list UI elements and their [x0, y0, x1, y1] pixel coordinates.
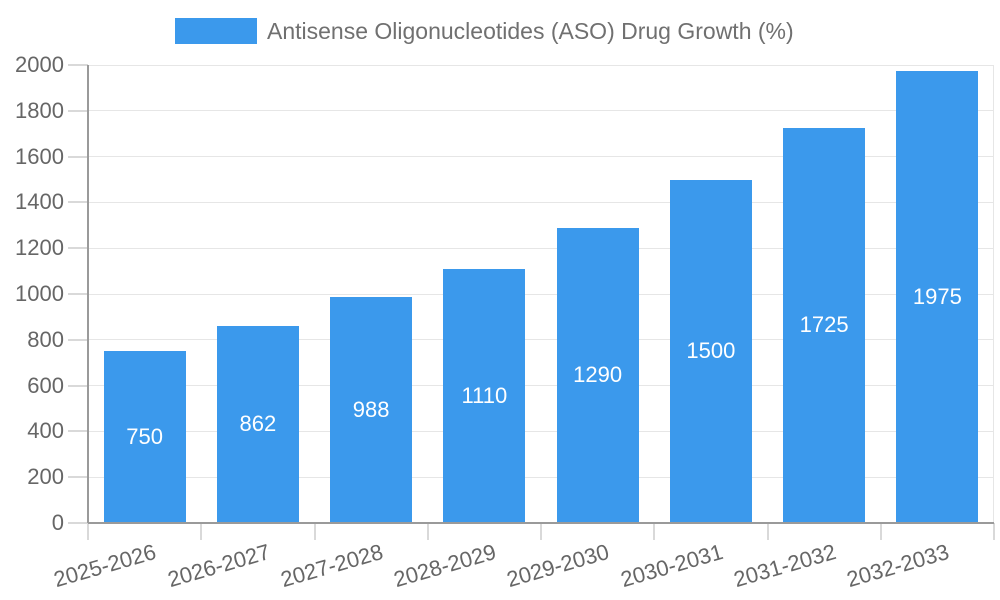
- y-axis-tick: [68, 430, 88, 433]
- y-axis-tick: [68, 384, 88, 387]
- gridline: [88, 385, 994, 387]
- gridline: [88, 293, 994, 295]
- bar[interactable]: 1290: [556, 227, 639, 523]
- gridline: [88, 339, 994, 341]
- y-axis-tick: [68, 201, 88, 204]
- y-axis-tick-label: 1400: [15, 189, 64, 215]
- gridline: [88, 247, 994, 249]
- y-axis-tick-label: 1200: [15, 235, 64, 261]
- y-axis-tick-label: 1800: [15, 97, 64, 123]
- y-axis-tick-label: 1600: [15, 143, 64, 169]
- x-axis-tick: [200, 523, 203, 540]
- x-axis-tick-label: 2032-2033: [843, 539, 952, 593]
- y-axis-tick: [68, 293, 88, 295]
- y-axis-tick: [68, 522, 88, 524]
- x-axis-tick-label: 2029-2030: [504, 539, 613, 593]
- y-axis-tick: [68, 109, 88, 112]
- gridline: [88, 110, 994, 112]
- bar-value-label: 750: [126, 424, 163, 450]
- bar[interactable]: 750: [103, 351, 186, 523]
- y-axis-tick: [68, 64, 88, 66]
- y-axis-tick: [68, 338, 88, 341]
- bar-value-label: 988: [352, 396, 390, 422]
- x-axis-tick-label: 2027-2028: [277, 539, 386, 593]
- y-axis-tick: [68, 247, 88, 250]
- x-axis-line: [88, 522, 994, 524]
- bar-value-label: 1975: [912, 283, 962, 309]
- y-axis-tick-label: 400: [27, 418, 64, 444]
- x-axis-tick: [426, 523, 429, 540]
- gridline: [88, 64, 994, 66]
- bar-value-label: 1110: [461, 382, 508, 408]
- x-axis-tick-label: 2031-2032: [730, 539, 839, 593]
- bar[interactable]: 862: [216, 325, 299, 523]
- legend-item[interactable]: Antisense Oligonucleotides (ASO) Drug Gr…: [175, 18, 794, 44]
- bar-value-label: 1290: [573, 362, 623, 388]
- x-axis-tick: [540, 523, 542, 540]
- bar-value-label: 1725: [799, 312, 849, 338]
- legend-swatch-icon: [175, 18, 257, 44]
- y-axis-tick: [68, 155, 88, 158]
- y-axis-tick: [68, 476, 88, 479]
- y-axis-tick-label: 800: [27, 326, 64, 352]
- y-axis-tick-label: 1000: [15, 281, 64, 306]
- bar[interactable]: 988: [330, 296, 413, 523]
- bar[interactable]: 1725: [783, 127, 866, 523]
- bar[interactable]: 1975: [896, 70, 979, 523]
- gridline: [88, 156, 994, 158]
- x-axis-tick: [653, 523, 656, 540]
- x-axis-tick-label: 2028-2029: [390, 539, 499, 593]
- chart-title: Antisense Oligonucleotides (ASO) Drug Gr…: [267, 18, 794, 44]
- y-axis-tick-label: 0: [51, 510, 64, 535]
- plot-right-border: [993, 65, 994, 523]
- x-axis-tick: [87, 523, 89, 540]
- bar[interactable]: 1110: [443, 268, 526, 523]
- x-axis-tick-label: 2030-2031: [617, 539, 726, 593]
- y-axis-tick-label: 600: [27, 372, 64, 398]
- bar-value-label: 1500: [686, 338, 736, 364]
- gridline: [88, 476, 994, 478]
- bar[interactable]: 1500: [669, 179, 752, 523]
- x-axis-tick-label: 2026-2027: [164, 539, 273, 593]
- x-axis-tick: [313, 523, 316, 540]
- x-axis-tick: [766, 523, 769, 540]
- x-axis-tick: [993, 523, 995, 540]
- y-axis-tick-label: 200: [27, 464, 64, 490]
- bar-value-label: 862: [239, 411, 277, 437]
- y-axis-line: [87, 65, 89, 523]
- y-axis-tick-label: 2000: [15, 52, 64, 77]
- gridline: [88, 430, 994, 432]
- gridline: [88, 201, 994, 203]
- x-axis-tick-label: 2025-2026: [51, 539, 160, 593]
- x-axis-tick: [879, 523, 882, 540]
